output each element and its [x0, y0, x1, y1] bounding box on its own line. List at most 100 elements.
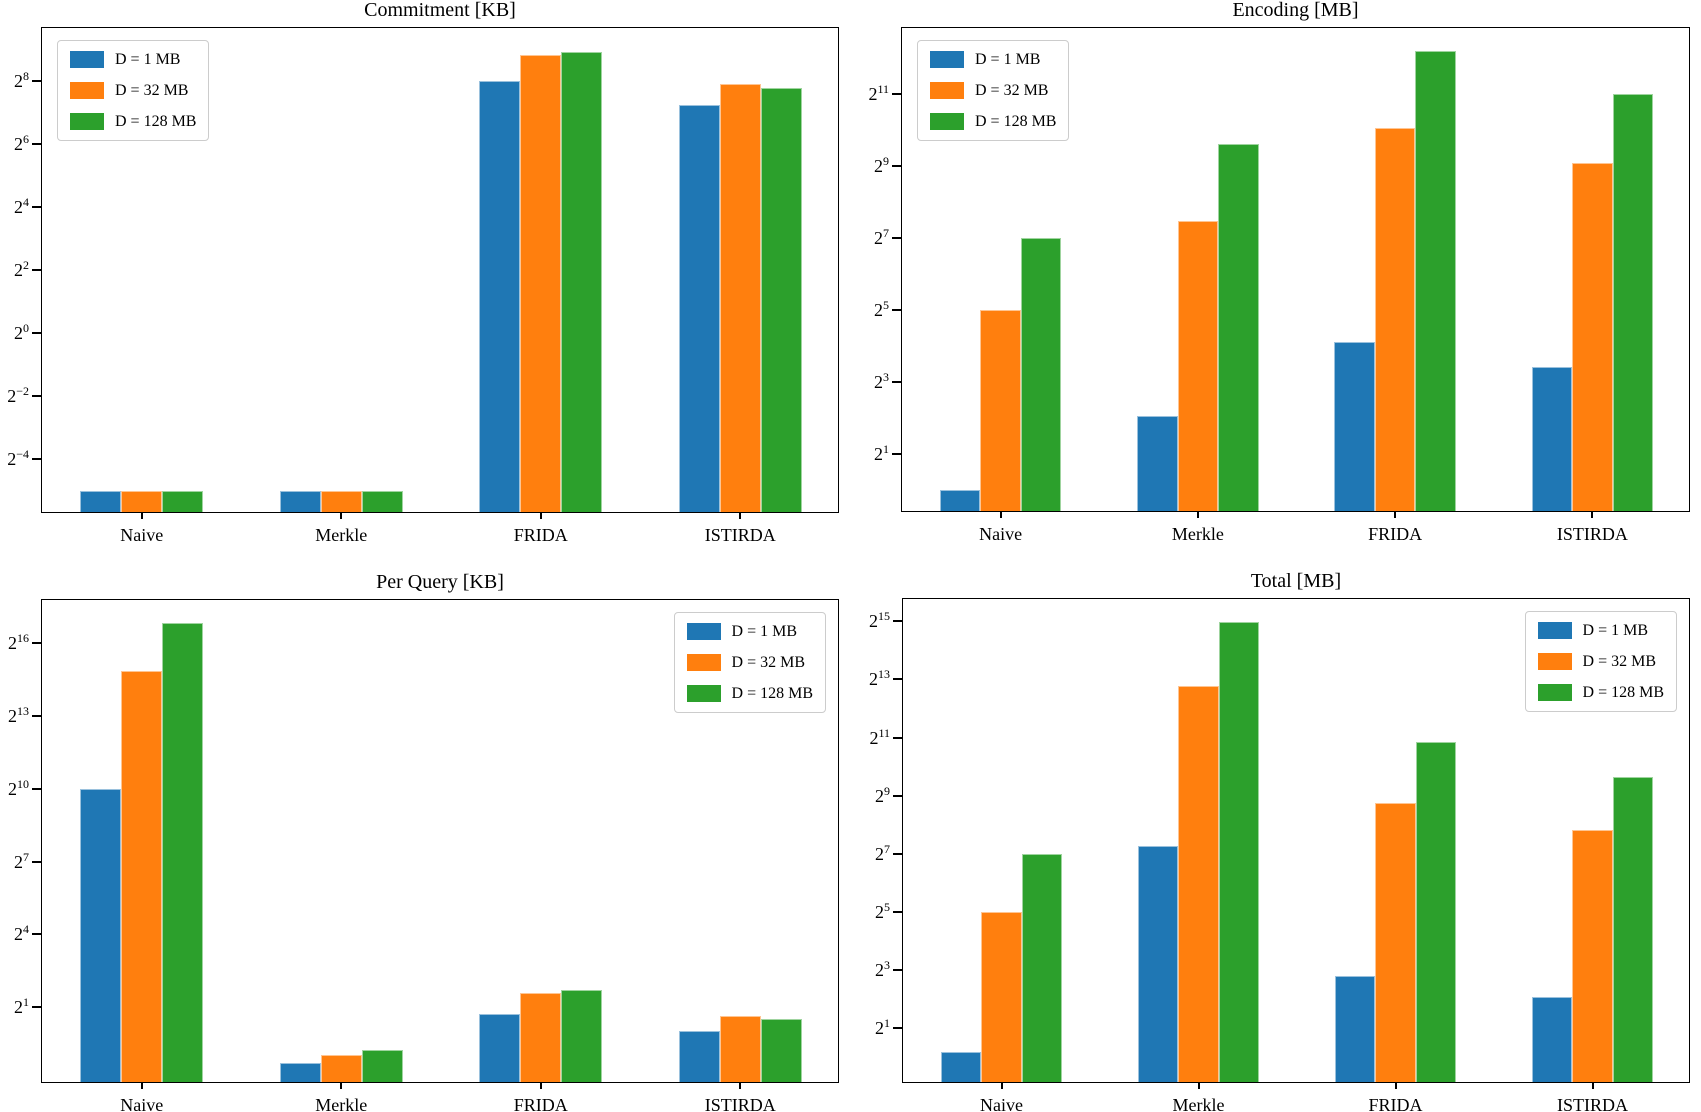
- bar-istirda-series2: [1572, 830, 1613, 1082]
- y-tick-label: 24: [14, 195, 29, 218]
- x-category-label-frida: FRIDA: [513, 525, 568, 545]
- y-tick-mark: [893, 1026, 902, 1029]
- x-tick-mark: [140, 1082, 143, 1089]
- chart-title-encoding: Encoding [MB]: [1232, 0, 1359, 21]
- y-tick-mark: [892, 309, 901, 312]
- bar-merkle-series2: [1178, 685, 1219, 1082]
- bar-frida-series1: [479, 80, 521, 512]
- y-tick-mark: [893, 794, 902, 797]
- y-tick-mark: [32, 715, 41, 718]
- bar-istirda-series2: [719, 1015, 761, 1082]
- y-tick-label: 211: [869, 725, 890, 748]
- bar-istirda-series2: [719, 84, 761, 512]
- bar-naive-series3: [162, 490, 204, 512]
- legend-item: D = 128 MB: [70, 112, 196, 131]
- bar-merkle-series3: [1218, 622, 1260, 1082]
- bar-naive-series1: [80, 490, 122, 512]
- y-tick-mark: [32, 395, 41, 398]
- y-tick-mark: [893, 736, 902, 739]
- bar-istirda-series1: [1531, 366, 1573, 511]
- bar-frida-series1: [1334, 341, 1375, 511]
- y-tick-label: 27: [875, 841, 890, 864]
- y-tick-label: 20: [14, 321, 29, 344]
- y-tick-mark: [893, 910, 902, 913]
- x-tick-mark: [1591, 1082, 1594, 1089]
- bar-merkle-series3: [1218, 143, 1259, 511]
- legend-label-series2: D = 32 MB: [115, 82, 189, 99]
- y-tick-label: 29: [874, 154, 889, 177]
- bar-frida-series3: [561, 990, 603, 1082]
- x-tick-mark: [539, 1082, 542, 1089]
- bar-naive-series2: [121, 490, 163, 512]
- legend-label-series3: D = 128 MB: [975, 113, 1057, 130]
- legend-item: D = 1 MB: [1537, 621, 1664, 640]
- x-category-label-merkle: Merkle: [315, 1095, 368, 1112]
- bar-merkle-series2: [320, 490, 362, 512]
- y-tick-mark: [892, 93, 901, 96]
- chart-title-commitment: Commitment [KB]: [364, 0, 516, 21]
- y-tick-label: 21: [874, 441, 889, 464]
- legend-item: D = 32 MB: [686, 653, 813, 672]
- y-tick-label: 215: [869, 609, 890, 632]
- legend: D = 1 MB D = 32 MB D = 128 MB: [1524, 611, 1677, 712]
- y-tick-mark: [32, 642, 41, 645]
- legend: D = 1 MB D = 32 MB D = 128 MB: [917, 40, 1070, 141]
- chart-title-per-query: Per Query [KB]: [376, 571, 504, 593]
- y-tick-mark: [32, 933, 41, 936]
- y-tick-mark: [32, 1006, 41, 1009]
- chart-per-query: Per Query [KB] 216 213 210 27 24 21 Naive Merkl…: [8, 571, 839, 1112]
- bar-istirda-series1: [1531, 996, 1573, 1082]
- bar-frida-series2: [1374, 128, 1416, 511]
- x-tick-mark: [1000, 1082, 1003, 1089]
- x-category-label-naive: Naive: [980, 1095, 1023, 1112]
- plot-area-commitment: 28 26 24 22 20 2−2 2−4 Naive Merkle FRIDA ISTIRDA D…: [7, 27, 839, 545]
- chart-encoding: Encoding [MB] 211 29 27 25 23 21 Naive Merkle FR…: [868, 0, 1690, 544]
- legend-item: D = 32 MB: [70, 81, 196, 100]
- bar-naive-series2: [980, 310, 1021, 511]
- legend-swatch-series3: [930, 113, 964, 130]
- legend-swatch-series3: [70, 113, 104, 130]
- bar-istirda-series1: [678, 104, 720, 512]
- legend-swatch-series3: [686, 685, 721, 702]
- bar-merkle-series3: [361, 490, 403, 512]
- y-tick-label: 216: [8, 631, 29, 654]
- y-tick-mark: [32, 860, 41, 863]
- bar-frida-series1: [479, 1014, 521, 1082]
- bar-frida-series2: [520, 55, 562, 512]
- bar-naive-series3: [1021, 853, 1063, 1082]
- x-tick-mark: [1196, 511, 1199, 518]
- legend-label-series3: D = 128 MB: [1582, 684, 1664, 701]
- x-category-label-frida: FRIDA: [1368, 524, 1423, 544]
- x-category-label-istirda: ISTIRDA: [1556, 524, 1628, 544]
- bar-frida-series3: [1415, 742, 1457, 1082]
- legend-swatch-series1: [1537, 622, 1572, 639]
- y-tick-label: 26: [14, 131, 29, 154]
- legend-label-series1: D = 1 MB: [731, 623, 797, 640]
- x-tick-mark: [340, 512, 343, 519]
- x-category-label-frida: FRIDA: [1368, 1095, 1423, 1112]
- y-tick-mark: [32, 269, 41, 272]
- x-category-label-naive: Naive: [120, 525, 164, 545]
- x-category-label-merkle: Merkle: [1171, 524, 1224, 544]
- bar-istirda-series3: [1612, 94, 1653, 511]
- bar-naive-series3: [1020, 238, 1062, 511]
- bar-naive-series1: [939, 489, 981, 511]
- x-category-label-naive: Naive: [120, 1095, 164, 1112]
- legend-item: D = 1 MB: [686, 622, 813, 641]
- legend-label-series3: D = 128 MB: [731, 685, 813, 702]
- y-tick-label: 210: [8, 776, 29, 799]
- x-category-label-istirda: ISTIRDA: [704, 525, 776, 545]
- y-tick-label: 2−4: [7, 447, 29, 470]
- legend-swatch-series2: [1537, 653, 1572, 670]
- y-tick-label: 213: [8, 704, 29, 727]
- legend: D = 1 MB D = 32 MB D = 128 MB: [57, 40, 210, 141]
- y-tick-label: 23: [875, 957, 890, 980]
- bar-merkle-series1: [1137, 416, 1178, 511]
- legend-item: D = 1 MB: [70, 50, 196, 69]
- y-tick-mark: [892, 452, 901, 455]
- chart-total: Total [MB] 215 213 211 29 27 25 23 21 Naive Merkl…: [869, 570, 1690, 1112]
- bar-merkle-series2: [1177, 220, 1219, 511]
- legend-label-series2: D = 32 MB: [1582, 653, 1656, 670]
- bar-naive-series3: [162, 622, 204, 1082]
